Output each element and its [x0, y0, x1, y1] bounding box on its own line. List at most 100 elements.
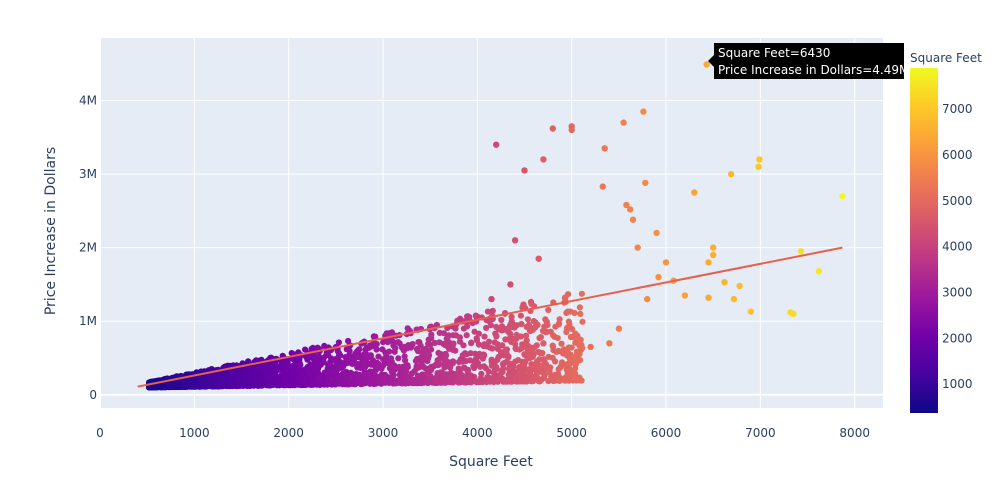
- scatter-point: [533, 342, 540, 349]
- scatter-point[interactable]: [815, 268, 823, 275]
- scatter-point[interactable]: [756, 156, 763, 163]
- scatter-point[interactable]: [601, 145, 608, 152]
- scatter-point[interactable]: [747, 308, 755, 315]
- scatter-point: [444, 343, 451, 350]
- scatter-point: [342, 379, 349, 386]
- scatter-point[interactable]: [640, 108, 647, 115]
- scatter-point: [356, 346, 363, 353]
- scatter-point: [395, 339, 402, 346]
- scatter-point: [374, 379, 381, 387]
- scatter-point: [383, 379, 390, 386]
- scatter-point[interactable]: [662, 259, 670, 266]
- scatter-point[interactable]: [736, 282, 743, 290]
- scatter-point: [436, 361, 443, 368]
- scatter-point: [474, 313, 481, 320]
- scatter-point: [379, 372, 386, 379]
- scatter-point[interactable]: [642, 179, 649, 187]
- scatter-point: [368, 361, 375, 368]
- scatter-point[interactable]: [655, 273, 662, 281]
- scatter-point: [268, 375, 275, 382]
- scatter-point: [441, 364, 448, 371]
- scatter-point: [226, 371, 233, 378]
- scatter-point: [525, 342, 532, 350]
- scatter-point: [512, 345, 519, 352]
- scatter-point[interactable]: [620, 119, 627, 126]
- scatter-point[interactable]: [755, 163, 762, 170]
- scatter-point[interactable]: [691, 189, 698, 196]
- colorbar-tick-label: 5000: [942, 194, 973, 208]
- scatter-point[interactable]: [634, 244, 641, 251]
- scatter-point[interactable]: [703, 61, 710, 68]
- scatter-point: [475, 330, 482, 337]
- scatter-point[interactable]: [730, 295, 738, 303]
- scatter-point: [401, 353, 408, 360]
- scatter-point: [342, 371, 350, 378]
- scatter-point[interactable]: [644, 295, 651, 303]
- scatter-point[interactable]: [710, 251, 717, 259]
- scatter-point: [445, 332, 452, 339]
- scatter-point[interactable]: [521, 167, 528, 174]
- scatter-point[interactable]: [797, 248, 805, 255]
- scatter-point[interactable]: [587, 343, 594, 351]
- scatter-point[interactable]: [705, 294, 712, 301]
- colorbar: Square Feet 1000 2000 3000 4000 5000 6000 7000: [910, 51, 982, 413]
- scatter-point[interactable]: [493, 141, 500, 148]
- scatter-point: [403, 364, 410, 371]
- scatter-point: [334, 347, 341, 355]
- scatter-point[interactable]: [623, 201, 630, 209]
- scatter-point[interactable]: [573, 358, 580, 365]
- scatter-point[interactable]: [710, 244, 717, 251]
- scatter-point[interactable]: [721, 279, 728, 286]
- scatter-point[interactable]: [839, 193, 846, 200]
- scatter-point: [539, 327, 547, 334]
- tooltip-line-2: Price Increase in Dollars=4.49M: [718, 63, 909, 77]
- scatter-point[interactable]: [705, 259, 712, 266]
- scatter-point: [563, 328, 570, 336]
- tooltip-pointer: [708, 55, 714, 67]
- scatter-points[interactable]: [488, 61, 846, 365]
- scatter-point: [395, 355, 402, 362]
- scatter-point: [493, 377, 501, 384]
- scatter-point[interactable]: [521, 351, 528, 358]
- scatter-point: [488, 356, 495, 363]
- scatter-point[interactable]: [681, 292, 689, 299]
- scatter-point[interactable]: [502, 347, 509, 354]
- scatter-point[interactable]: [511, 237, 519, 244]
- scatter-point: [200, 381, 207, 388]
- scatter-point[interactable]: [540, 340, 547, 347]
- scatter-point[interactable]: [599, 183, 606, 190]
- scatter-point[interactable]: [535, 255, 542, 262]
- scatter-point: [266, 381, 274, 388]
- scatter-point[interactable]: [488, 295, 495, 303]
- scatter-point[interactable]: [507, 281, 514, 288]
- scatter-point: [235, 375, 242, 382]
- scatter-point: [283, 358, 291, 365]
- scatter-point[interactable]: [540, 156, 547, 163]
- scatter-point: [417, 354, 425, 361]
- scatter-point: [436, 329, 443, 336]
- scatter-point: [278, 359, 285, 366]
- scatter-point: [208, 383, 215, 390]
- scatter-point[interactable]: [606, 340, 613, 347]
- scatter-point: [361, 357, 368, 364]
- scatter-point[interactable]: [549, 125, 556, 132]
- scatter-point: [426, 366, 433, 373]
- scatter-point[interactable]: [727, 170, 735, 178]
- scatter-point: [481, 363, 488, 370]
- scatter-point: [470, 363, 477, 370]
- scatter-point[interactable]: [615, 325, 623, 332]
- scatter-point: [528, 361, 535, 368]
- scatter-point[interactable]: [629, 216, 637, 223]
- scatter-point: [281, 375, 288, 382]
- scatter-point: [299, 370, 306, 377]
- scatter-point: [338, 364, 345, 371]
- scatter-point[interactable]: [568, 126, 575, 134]
- scatter-point: [403, 375, 410, 382]
- scatter-point[interactable]: [790, 310, 797, 317]
- trendline-path: [137, 246, 843, 388]
- scatter-point: [362, 346, 369, 354]
- scatter-point: [452, 325, 459, 332]
- scatter-point[interactable]: [627, 206, 634, 213]
- scatter-point[interactable]: [653, 229, 660, 237]
- scatter-point: [273, 382, 281, 389]
